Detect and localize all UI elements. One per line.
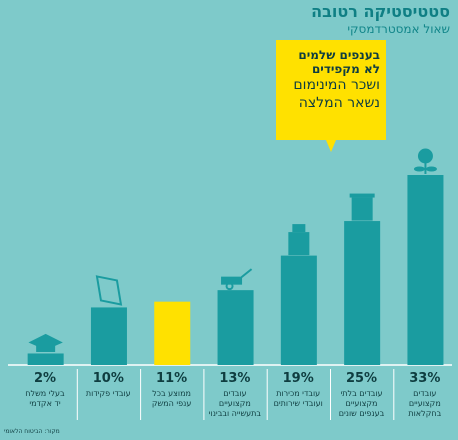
- bar: [280, 255, 317, 365]
- category-label: עובדים מקצועיים בחקלאות: [408, 389, 442, 418]
- category-label: עובדי פקידות: [85, 389, 131, 398]
- value-label: 2%: [33, 371, 57, 386]
- title-line: נשאר המלצה: [298, 95, 380, 111]
- value-label: 11%: [156, 371, 188, 386]
- header: סטטיסטיקה רטובה: [311, 2, 450, 21]
- icon: [95, 275, 123, 306]
- value-label: 10%: [92, 371, 124, 386]
- title-line: ושכר המינימום: [293, 77, 380, 93]
- icon: [288, 224, 310, 256]
- bar: [90, 307, 127, 365]
- bar: [27, 353, 64, 365]
- bar: [344, 221, 381, 365]
- category-label: עובדי מכירות ועובדי שירותים: [273, 389, 323, 408]
- category-label: עובדים מקצועיים בתעשייה ובבינוי: [208, 389, 262, 418]
- title-line: לא מקפידים: [311, 62, 380, 76]
- icon: [221, 268, 253, 291]
- value-label: 25%: [345, 371, 378, 386]
- icon: [413, 148, 437, 174]
- value-label: 33%: [409, 371, 441, 386]
- category-label: בעלי משלח יד אקדמי: [25, 389, 65, 408]
- category-label: ממוצע בכל ענפי המשק: [151, 389, 192, 408]
- value-label: 19%: [282, 371, 314, 386]
- icon: [28, 333, 63, 352]
- title-box: [276, 40, 386, 152]
- bar: [407, 175, 444, 365]
- bar: [154, 301, 191, 365]
- source: מקור: הביטוח הלאומי: [4, 428, 60, 435]
- category-label: עובדים בלתי מקצועיים בענפים שונים: [338, 389, 385, 418]
- value-label: 13%: [219, 371, 251, 386]
- icon: [349, 193, 375, 221]
- author: שאול אמסטרדמסקי: [347, 22, 450, 36]
- title-line: בענפים שלמים: [298, 48, 380, 62]
- title: בענפים שלמים לא מקפידים ושכר המינימום נשאר …: [276, 48, 380, 112]
- bar: [217, 290, 254, 365]
